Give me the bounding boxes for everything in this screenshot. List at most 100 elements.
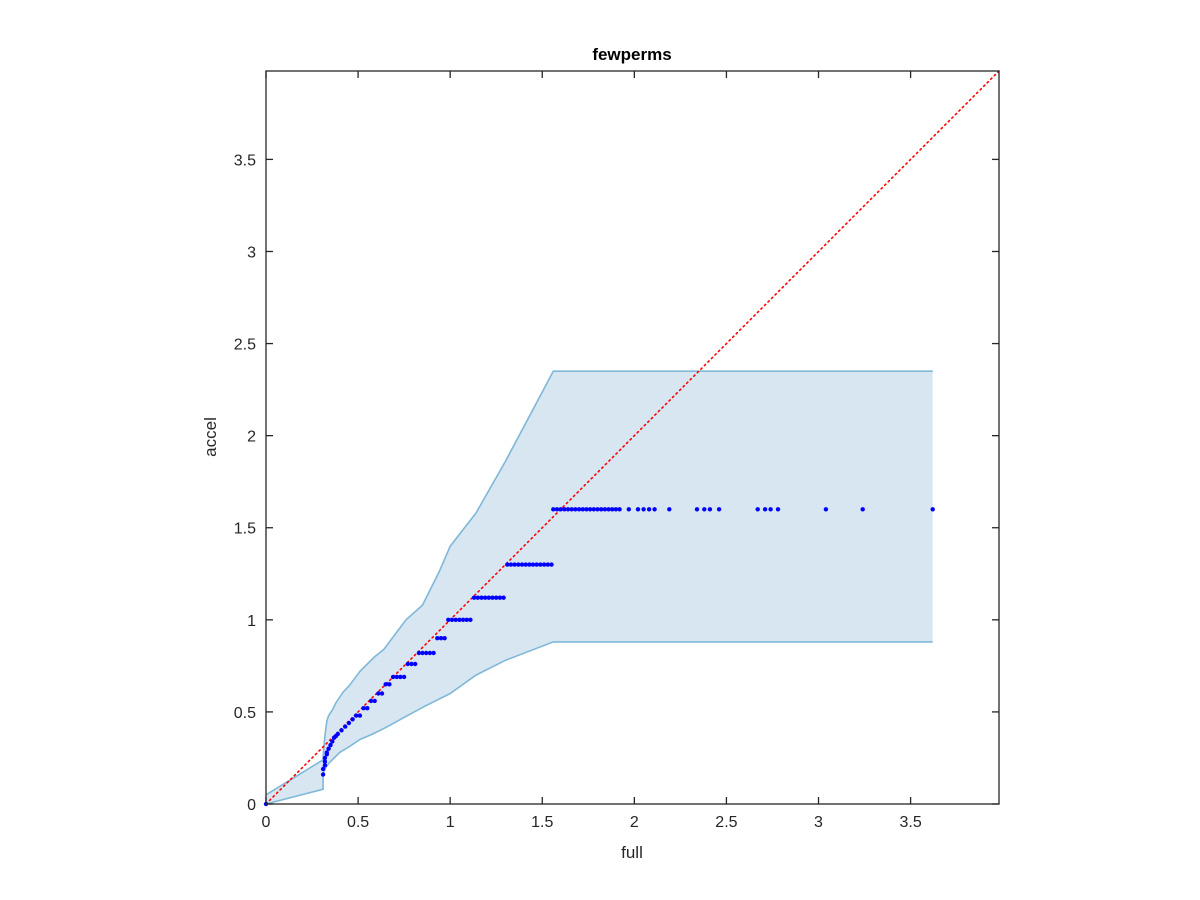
x-axis-ticks: 0 0.5 1 1.5 2 2.5 3 3.5 — [262, 71, 922, 831]
data-point — [667, 507, 672, 512]
x-tick-label: 0.5 — [347, 814, 369, 831]
data-point — [453, 617, 458, 622]
data-point — [576, 507, 582, 512]
data-point — [573, 507, 578, 512]
y-axis-label: accel — [201, 417, 220, 457]
data-point — [641, 507, 646, 512]
data-point — [330, 739, 335, 744]
data-point — [591, 507, 596, 512]
data-point — [446, 617, 451, 622]
data-point — [354, 713, 359, 718]
data-point — [534, 562, 539, 567]
data-point — [613, 507, 619, 512]
confidence-band-upper-edge — [265, 370, 933, 796]
data-point — [442, 636, 447, 641]
y-tick-label: 0 — [247, 797, 256, 814]
data-point — [635, 507, 641, 512]
data-point — [475, 595, 480, 600]
data-point — [716, 507, 722, 512]
data-point — [350, 717, 355, 722]
data-point — [551, 507, 556, 512]
x-tick-label: 3 — [814, 814, 823, 831]
confidence-band-fill — [266, 371, 933, 804]
data-point — [483, 595, 488, 600]
data-point — [457, 617, 462, 622]
data-point — [343, 724, 348, 729]
data-point — [930, 507, 935, 512]
data-point — [707, 507, 713, 512]
data-point — [368, 698, 374, 704]
data-point — [694, 507, 700, 512]
data-point — [823, 507, 829, 512]
y-tick-label: 0.5 — [234, 705, 256, 722]
data-point — [569, 507, 574, 512]
data-point — [339, 728, 344, 733]
data-point — [383, 682, 388, 687]
data-point — [401, 674, 407, 680]
x-tick-label: 0 — [262, 814, 271, 831]
data-point — [424, 650, 429, 656]
data-point — [379, 691, 385, 696]
data-point — [357, 713, 363, 718]
data-point — [405, 661, 410, 667]
data-point — [320, 766, 326, 772]
data-point — [435, 636, 440, 641]
data-point — [427, 650, 433, 656]
y-tick-label: 3 — [247, 244, 256, 261]
data-point — [768, 507, 773, 512]
data-point — [335, 731, 340, 737]
data-point — [762, 507, 768, 512]
data-point — [497, 595, 503, 600]
data-point — [365, 706, 370, 711]
data-point — [617, 507, 622, 512]
data-point — [599, 507, 604, 512]
data-point — [322, 759, 328, 764]
data-point — [508, 562, 514, 567]
data-point — [346, 720, 352, 726]
data-point — [530, 562, 536, 567]
data-point — [545, 562, 550, 567]
data-point — [610, 507, 615, 512]
data-point — [602, 507, 608, 512]
axes-frame — [265, 70, 1000, 805]
data-point — [468, 617, 473, 622]
data-point — [558, 507, 563, 512]
data-point — [490, 595, 495, 600]
data-point — [505, 562, 510, 567]
data-point — [584, 507, 589, 512]
x-tick-label: 1 — [446, 814, 455, 831]
data-point — [438, 636, 444, 641]
data-point — [652, 507, 657, 512]
data-point — [541, 562, 547, 567]
data-point — [471, 595, 477, 600]
data-point — [431, 650, 436, 656]
data-point — [512, 562, 517, 567]
data-point — [519, 562, 525, 567]
data-point — [860, 507, 865, 512]
data-point — [486, 595, 491, 600]
data-point — [587, 507, 593, 512]
data-point — [479, 595, 484, 600]
data-point — [420, 650, 425, 656]
y-tick-label: 1 — [247, 613, 256, 630]
x-axis-label: full — [621, 843, 643, 862]
data-point — [606, 507, 611, 512]
data-point — [361, 706, 366, 711]
data-point — [322, 755, 328, 761]
data-point — [413, 661, 418, 667]
y-tick-label: 2 — [247, 429, 256, 446]
data-point — [702, 507, 707, 512]
data-point — [626, 507, 631, 512]
data-point — [549, 562, 554, 567]
data-point — [324, 750, 329, 755]
data-point — [755, 507, 760, 512]
data-point — [326, 746, 331, 751]
data-point — [376, 691, 381, 696]
data-point — [416, 650, 422, 656]
data-point — [565, 507, 571, 512]
data-point — [538, 562, 543, 567]
data-point — [523, 562, 528, 567]
data-point — [464, 617, 469, 622]
x-tick-label: 2.5 — [715, 814, 737, 831]
